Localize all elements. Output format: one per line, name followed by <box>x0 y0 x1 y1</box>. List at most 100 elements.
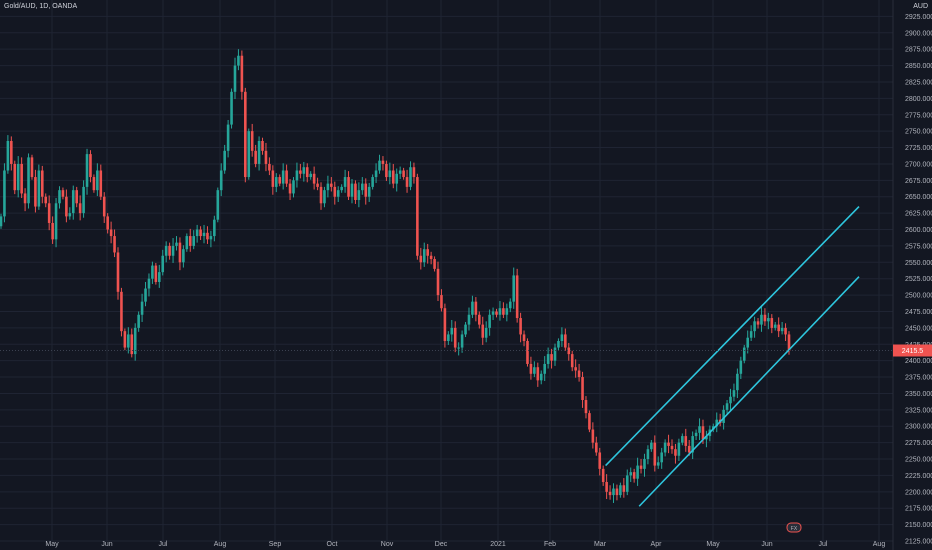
candle-body <box>65 196 68 217</box>
candle-body <box>780 327 784 332</box>
candle-body <box>164 245 168 256</box>
candle-body <box>68 213 72 217</box>
y-tick-label: 2575.000 <box>905 243 932 250</box>
candle-body <box>195 229 199 237</box>
candle-body <box>557 340 560 348</box>
candle-body <box>288 183 292 194</box>
candle-body <box>543 363 546 374</box>
y-tick-label: 2125.000 <box>905 539 932 546</box>
candle-body <box>61 190 65 197</box>
candle-body <box>75 190 79 204</box>
candle-body <box>498 308 502 315</box>
candle-body <box>763 314 767 322</box>
candle-body <box>51 222 54 240</box>
candle-body <box>378 160 381 171</box>
candle-body <box>677 442 681 456</box>
candle-body <box>484 327 488 338</box>
y-tick-label: 2875.000 <box>905 47 932 54</box>
candle-body <box>219 170 223 191</box>
trend-channel[interactable] <box>605 206 860 507</box>
candle-body <box>299 170 302 174</box>
candle-body <box>133 327 137 355</box>
candle-body <box>34 177 37 207</box>
event-badge <box>786 522 802 533</box>
candle-body <box>71 190 75 214</box>
candle-body <box>522 334 526 341</box>
y-tick-label: 2525.000 <box>905 276 932 283</box>
candle-body <box>171 245 175 256</box>
candle-body <box>612 488 615 496</box>
y-tick-label: 2550.000 <box>905 260 932 267</box>
x-tick-label: 2021 <box>490 541 506 548</box>
candle-body <box>40 170 44 197</box>
candle-body <box>0 216 3 227</box>
candle-body <box>182 249 185 263</box>
y-tick-label: 2725.000 <box>905 145 932 152</box>
y-tick-label: 2375.000 <box>905 375 932 382</box>
candle-body <box>622 485 626 492</box>
candle-body <box>784 327 787 335</box>
candle-body <box>13 163 17 191</box>
x-tick-label: Dec <box>435 541 448 548</box>
candle-body <box>457 347 460 349</box>
candle-body <box>402 170 405 178</box>
candle-body <box>567 347 571 355</box>
candle-body <box>140 301 144 315</box>
candle-body <box>453 327 457 348</box>
candle-body <box>274 177 278 187</box>
candle-body <box>481 324 485 338</box>
candle-body <box>305 167 309 178</box>
candle-body <box>433 259 436 269</box>
candle-body <box>526 340 529 364</box>
candle-body <box>629 472 633 476</box>
candle-body <box>323 190 326 204</box>
candle-body <box>546 354 550 364</box>
y-tick-label: 2150.000 <box>905 522 932 529</box>
candle-body <box>37 170 41 207</box>
y-tick-label: 2600.000 <box>905 227 932 234</box>
candle-body <box>581 377 584 401</box>
candle-body <box>436 268 440 296</box>
candle-body <box>354 183 357 201</box>
candle-body <box>601 468 605 482</box>
candle-body <box>584 400 588 414</box>
y-tick-label: 2625.000 <box>905 211 932 218</box>
x-tick-label: Jul <box>159 541 168 548</box>
y-tick-label: 2325.000 <box>905 407 932 414</box>
candle-body <box>701 426 705 440</box>
candle-body <box>319 186 323 204</box>
candle-body <box>120 291 123 332</box>
candle-body <box>371 177 374 187</box>
candle-body <box>405 177 409 187</box>
y-tick-label: 2825.000 <box>905 79 932 86</box>
time-axis[interactable]: May Jun Jul Aug Sep Oct Nov Dec 2021 Feb Mar Apr May… <box>45 541 885 548</box>
candle-body <box>285 170 288 184</box>
candle-body <box>770 318 774 328</box>
candle-body <box>739 360 743 374</box>
candle-body <box>247 131 251 178</box>
candle-body <box>539 373 543 381</box>
candle-body <box>412 167 416 178</box>
x-tick-label: Jul <box>819 541 828 548</box>
candle-body <box>202 232 206 237</box>
y-tick-label: 2500.000 <box>905 293 932 300</box>
candle-body <box>154 265 158 282</box>
candle-body <box>691 436 694 453</box>
y-tick-label: 2175.000 <box>905 506 932 513</box>
candle-body <box>350 183 354 197</box>
x-tick-label: May <box>706 541 720 548</box>
candle-body <box>598 452 602 469</box>
candle-body <box>106 216 109 230</box>
candle-body <box>309 173 312 178</box>
price-axis[interactable]: 2125.000 2150.000 2175.000 2200.000 2225.000… <box>892 0 932 550</box>
candle-body <box>44 196 48 204</box>
candle-body <box>474 301 478 315</box>
candle-body <box>553 347 557 361</box>
candle-body <box>681 436 684 443</box>
candle-body <box>116 252 120 292</box>
candle-body <box>10 140 13 164</box>
candle-body <box>426 249 429 256</box>
candle-body <box>137 314 140 328</box>
candle-body <box>508 301 512 309</box>
